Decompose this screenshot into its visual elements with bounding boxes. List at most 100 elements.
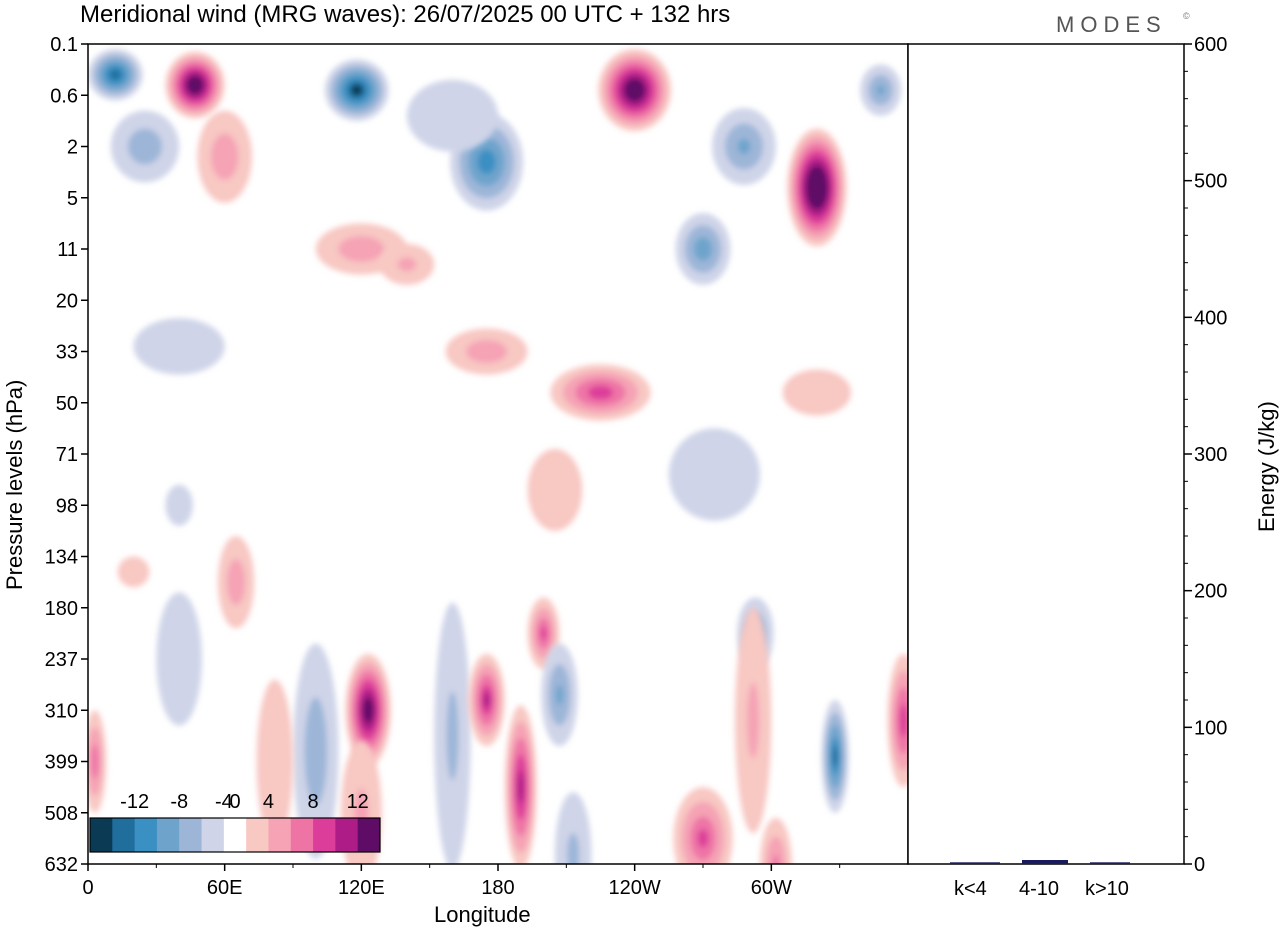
y-axis: 0.1 0.6 2 5 11 20 33 50 71 98 134 180 237 310 399 508 63… [45,34,88,876]
contour-level [483,691,490,709]
contour-blob [598,49,672,132]
energy-tick-label: 600 [1194,34,1227,56]
energy-category-k-4-10: 4-10 [1019,878,1059,900]
contour-level [693,237,713,261]
x-axis: 0 60E 120E 180 120W 60W [82,864,841,899]
colorbar-swatch [201,818,225,852]
contour-level [406,79,499,152]
contour-level [446,691,459,781]
y-tick-label: 71 [56,444,78,466]
energy-category-k-lt-4: k<4 [954,878,987,900]
y-tick-label: 33 [56,342,78,364]
contour-level [747,682,760,759]
contour-blob [133,318,225,375]
contour-level [256,679,293,844]
colorbar-swatch [357,818,381,852]
contour-level [304,697,328,806]
contour-level [766,836,786,864]
contour-blob [88,49,143,101]
brand-logo-mark: © [1183,11,1190,21]
contour-level [117,556,150,588]
y-tick-label: 632 [45,854,78,876]
contour-blob [197,110,253,203]
contour-level [165,484,193,526]
contour-blob [88,710,107,813]
colorbar-frame [89,817,381,853]
contour-blob [117,556,150,588]
energy-panel [907,43,1185,865]
energy-axis-label: Energy (J/kg) [1254,401,1279,532]
contour-level [809,172,825,203]
colorbar-swatch [335,818,359,852]
contour-blob [379,243,435,285]
brand-logo: MODES [1056,12,1167,37]
contour-level [899,703,908,738]
y-tick-label: 20 [56,290,78,312]
contour-blob [787,128,847,247]
energy-tick-label: 400 [1194,307,1227,329]
contour-blob [860,64,902,116]
contour-blob [550,364,651,421]
energy-category-k-gt-10: k>10 [1085,878,1129,900]
contour-blob [468,653,505,747]
y-tick-label: 11 [57,239,78,261]
colorbar-swatch [313,818,336,852]
energy-tick-label: 500 [1194,171,1227,193]
y-tick-label: 2 [67,137,78,159]
y-tick-label: 508 [45,803,78,825]
contour-level [338,236,385,262]
contour-blob [712,108,776,185]
y-tick-label: 310 [45,700,78,722]
y-tick-label: 5 [67,188,78,210]
y-tick-label: 134 [45,547,78,569]
contour-blob [759,817,792,864]
contour-blob [324,59,389,121]
energy-bar-k-4-10 [1022,860,1068,864]
contour-blob [527,448,583,531]
contour-level [587,385,614,400]
energy-tick-label: 300 [1194,444,1227,466]
contour-level [554,792,592,864]
colorbar-swatch [134,818,158,852]
contour-blob [734,607,772,834]
contour-blob [675,213,731,285]
contour-blob [541,643,578,747]
contour-level [737,138,751,155]
contour-blob [554,792,592,864]
contour-level [127,128,163,165]
contour-level [189,79,201,91]
contour-level [555,684,564,706]
y-tick-label: 98 [56,495,78,517]
contour-level [351,84,363,96]
contour-blob [887,653,908,788]
contour-level [397,257,417,272]
colorbar: -12 -8 -40 4 8 12 [89,791,381,853]
x-tick-label: 180 [481,877,514,899]
x-tick-label: 0 [82,877,93,899]
colorbar-label: -4 [215,791,233,813]
y-tick-label: 0.6 [50,85,78,107]
contour-level [540,626,547,640]
contour-level [477,149,496,175]
contour-blob [217,536,255,629]
contour-blob [110,110,180,183]
contour-blob [668,428,760,521]
colorbar-swatch [290,818,314,852]
energy-tick-label: 100 [1194,717,1227,739]
contour-level [466,339,508,364]
x-tick-label: 120E [338,877,385,899]
contour-blob [445,328,528,375]
energy-tick-label: 200 [1194,581,1227,603]
y-axis-label: Pressure levels (hPa) [2,380,27,590]
contour-level [628,82,642,98]
contour-blob [165,51,225,119]
colorbar-label: 8 [308,791,319,813]
y-tick-label: 0.1 [50,34,78,56]
colorbar-swatch [179,818,203,852]
colorbar-label: 12 [347,791,369,813]
x-tick-label: 60E [207,877,243,899]
x-tick-label: 120W [609,877,661,899]
contour-level [226,559,246,606]
contour-blob [821,700,849,813]
